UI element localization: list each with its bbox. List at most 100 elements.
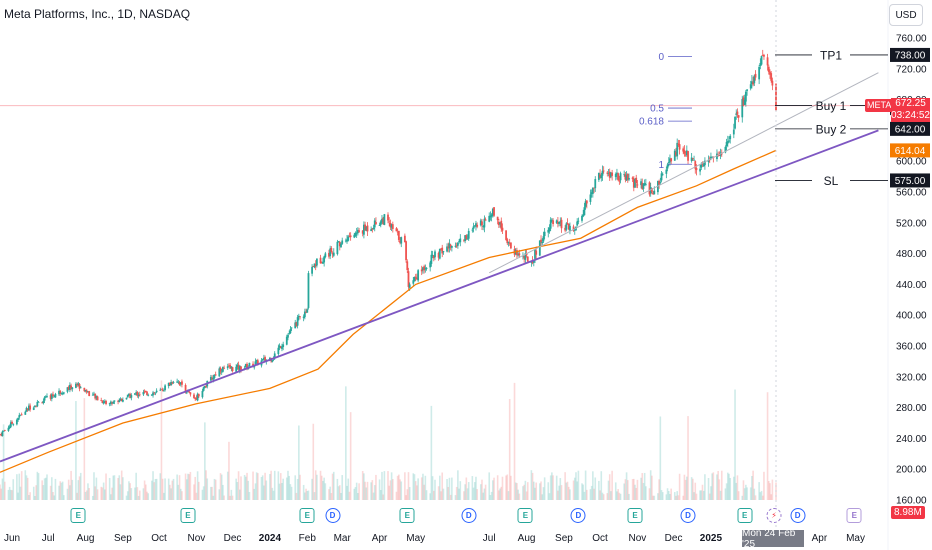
- candle-body: [349, 235, 352, 238]
- earnings-marker[interactable]: E: [70, 508, 86, 523]
- candle-body: [76, 384, 79, 386]
- volume-bar: [678, 473, 681, 500]
- volume-bar: [525, 491, 528, 500]
- candle-body: [482, 225, 485, 227]
- candle-body: [634, 179, 636, 188]
- candle-body: [323, 256, 326, 263]
- volume-bar: [396, 475, 399, 500]
- candle-body: [496, 216, 499, 221]
- volume-bar: [408, 487, 411, 500]
- volume-bar: [181, 491, 183, 500]
- candle-body: [573, 229, 576, 231]
- candle-body: [372, 227, 375, 230]
- volume-bar: [118, 475, 121, 500]
- volume-bar: [289, 484, 292, 500]
- volume-bar: [466, 488, 469, 500]
- volume-bar: [29, 492, 31, 500]
- volume-bar: [322, 480, 324, 500]
- candle-body: [652, 192, 654, 195]
- candle-body: [3, 430, 6, 431]
- volume-bar: [354, 487, 357, 500]
- dividend-marker[interactable]: D: [461, 508, 477, 523]
- volume-bar: [699, 490, 701, 500]
- currency-button[interactable]: USD: [889, 4, 923, 26]
- candle-body: [702, 164, 705, 167]
- candle-body: [682, 148, 685, 152]
- volume-bar: [111, 487, 113, 500]
- volume-bar: [85, 490, 88, 500]
- candle-body: [525, 253, 528, 256]
- volume-bar: [307, 490, 310, 500]
- volume-bar: [499, 488, 501, 500]
- earnings-marker[interactable]: E: [737, 508, 753, 523]
- volume-bar: [246, 472, 248, 500]
- volume-bar: [341, 475, 344, 500]
- volume-bar: [63, 495, 65, 500]
- volume-bar: [339, 485, 341, 500]
- volume-bar: [549, 475, 552, 500]
- earnings-marker[interactable]: E: [299, 508, 315, 523]
- dividend-marker[interactable]: D: [680, 508, 696, 523]
- volume-bar: [67, 479, 70, 500]
- candle-body: [710, 156, 712, 160]
- y-tick-label: 560.00: [896, 188, 927, 199]
- earnings-marker[interactable]: E: [627, 508, 643, 523]
- candle-body: [642, 183, 645, 189]
- volume-bar: [400, 481, 403, 500]
- volume-bar: [451, 477, 453, 500]
- candle-body: [88, 391, 91, 397]
- volume-bar: [594, 477, 597, 500]
- volume-bar: [184, 473, 187, 500]
- candle-body: [322, 261, 324, 264]
- volume-bar: [218, 489, 221, 500]
- moving-average-line: [0, 149, 777, 473]
- candle-body: [212, 377, 215, 380]
- volume-bar: [77, 480, 80, 500]
- volume-bar: [44, 477, 47, 500]
- volume-bar: [431, 476, 434, 500]
- candle-body: [397, 230, 400, 240]
- earnings-marker[interactable]: E: [517, 508, 533, 523]
- volume-bar: [769, 483, 771, 500]
- volume-bar: [724, 488, 727, 500]
- candle-body: [194, 398, 197, 400]
- dividend-marker[interactable]: D: [570, 508, 586, 523]
- candle-body: [100, 400, 103, 402]
- candle-body: [378, 225, 381, 226]
- volume-bar: [447, 486, 450, 500]
- candle-body: [353, 234, 356, 238]
- candle-body: [704, 160, 706, 166]
- candle-body: [667, 162, 670, 163]
- candle-body: [277, 347, 280, 355]
- volume-bar: [372, 492, 375, 500]
- candle-body: [534, 249, 536, 259]
- candle-body: [330, 247, 333, 252]
- earnings-marker[interactable]: E: [846, 508, 862, 523]
- candle-body: [383, 214, 386, 225]
- volume-bar: [619, 493, 622, 500]
- candle-body: [475, 223, 477, 227]
- lightning-icon[interactable]: ⚡: [766, 508, 782, 523]
- volume-bar: [694, 482, 697, 500]
- volume-scale-label: 8.98M: [891, 506, 925, 519]
- candle-body: [459, 238, 462, 243]
- volume-bar: [0, 488, 3, 500]
- y-tick-label: 480.00: [896, 249, 927, 260]
- earnings-marker[interactable]: E: [180, 508, 196, 523]
- volume-bar: [70, 470, 72, 500]
- dividend-marker[interactable]: D: [790, 508, 806, 523]
- candle-body: [202, 387, 205, 391]
- candle-body: [691, 158, 694, 159]
- volume-bar: [125, 495, 128, 500]
- bar-countdown-label: 03:24:52: [891, 110, 930, 122]
- x-tick-label: 2024: [258, 533, 282, 544]
- volume-bar: [628, 493, 630, 500]
- dividend-marker[interactable]: D: [325, 508, 341, 523]
- candle-body: [344, 240, 347, 242]
- candle-body: [67, 386, 70, 390]
- volume-bar: [373, 485, 376, 500]
- earnings-marker[interactable]: E: [399, 508, 415, 523]
- volume-bar: [298, 425, 300, 500]
- candle-body: [484, 219, 487, 221]
